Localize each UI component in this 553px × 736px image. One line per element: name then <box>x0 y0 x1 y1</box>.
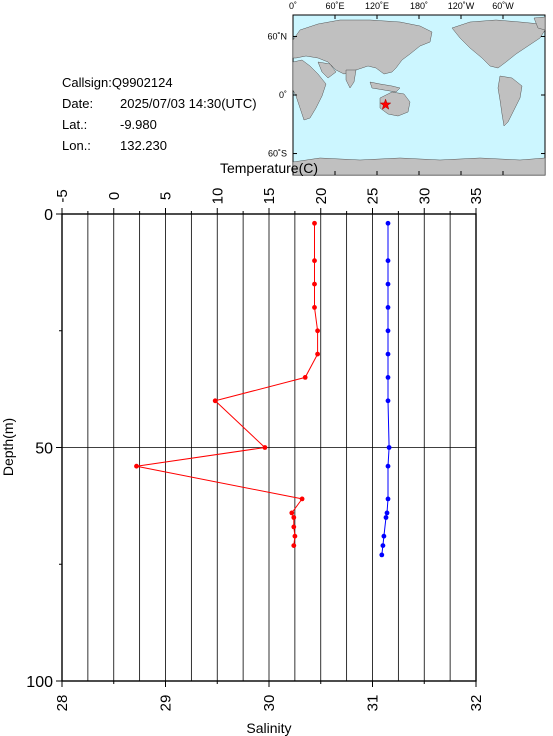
lon-label: Lon.: <box>62 138 91 153</box>
temperature-tick-label: 25 <box>365 188 382 205</box>
land-eurasia <box>292 19 433 75</box>
depth-tick-label: 50 <box>35 441 53 458</box>
land-india <box>345 69 357 89</box>
map-lat-label: 60˚N <box>267 31 287 41</box>
temperature-axis-label: Temperature(C) <box>220 160 318 176</box>
temperature-point <box>299 496 305 502</box>
temperature-point <box>312 305 317 310</box>
depth-tick-label: 0 <box>44 207 53 224</box>
lon-row: Lon.: 132.230 <box>62 135 257 156</box>
date-label: Date: <box>62 96 94 111</box>
temperature-point <box>289 510 295 516</box>
salinity-point <box>385 463 391 469</box>
land-north-america <box>451 19 546 69</box>
map-lon-label: 60˚E <box>325 1 344 11</box>
map-longitude-labels: 0˚ 60˚E 120˚E 180˚ 120˚W 60˚W <box>289 1 514 11</box>
salinity-point <box>385 351 391 357</box>
salinity-tick-label: 28 <box>54 695 71 712</box>
date-value: 2025/07/03 14:30(UTC) <box>120 96 257 111</box>
temperature-tick-label: -5 <box>54 189 71 202</box>
temperature-tick-label: 5 <box>158 192 175 200</box>
salinity-line <box>381 223 390 555</box>
depth-tick-label: 100 <box>26 674 53 691</box>
map-land <box>292 16 546 176</box>
land-indonesia <box>369 81 401 93</box>
temperature-point <box>312 258 317 264</box>
salinity-point <box>385 258 391 264</box>
salinity-point <box>385 398 391 404</box>
land-africa <box>292 59 327 121</box>
temperature-point <box>212 398 218 404</box>
star-marker-icon <box>379 98 392 110</box>
temperature-tick-label: 35 <box>468 188 485 205</box>
land-australia <box>379 91 411 117</box>
salinity-point <box>381 533 387 539</box>
temperature-point <box>134 463 139 469</box>
map-lon-label: 120˚E <box>365 1 389 11</box>
lon-value: 132.230 <box>120 138 167 153</box>
map-frame-ticks <box>292 15 545 175</box>
depth-axis: 0 50 100 <box>26 207 62 691</box>
lat-value: -9.980 <box>120 117 157 132</box>
temperature-tick-label: 20 <box>313 188 330 205</box>
salinity-tick-label: 31 <box>365 695 382 712</box>
salinity-tick-label: 29 <box>158 695 175 712</box>
data-series <box>134 220 392 558</box>
salinity-point <box>386 445 392 450</box>
map-latitude-labels: 60˚N 0˚ 60˚S <box>267 31 287 158</box>
salinity-point <box>385 220 391 226</box>
temperature-point <box>315 328 320 334</box>
temperature-tick-label: 10 <box>209 188 226 205</box>
salinity-point <box>385 305 391 310</box>
temperature-point <box>291 515 297 520</box>
land-greenland <box>533 16 546 31</box>
world-map: 0˚ 60˚E 120˚E 180˚ 120˚W 60˚W 60˚N 0˚ 60˚S <box>267 1 546 176</box>
depth-axis-label: Depth(m) <box>0 418 16 476</box>
salinity-point <box>383 515 389 520</box>
temperature-point <box>315 351 320 357</box>
salinity-tick-label: 30 <box>261 695 278 712</box>
temperature-point <box>302 375 308 380</box>
callsign-text: Callsign:Q9902124 <box>62 75 173 90</box>
salinity-series <box>379 220 392 558</box>
station-info: Callsign:Q9902124 Date: 2025/07/03 14:30(… <box>62 72 257 156</box>
temperature-point <box>291 524 297 530</box>
land-arabia <box>317 61 337 79</box>
temperature-tick-label: 30 <box>416 188 433 205</box>
land-south-america <box>497 75 523 127</box>
temperature-point <box>292 533 298 539</box>
salinity-axis-label: Salinity <box>246 720 291 736</box>
temperature-point <box>262 445 268 450</box>
salinity-point <box>385 375 391 380</box>
map-lon-label: 180˚ <box>410 1 428 11</box>
temperature-line <box>136 223 319 546</box>
map-lat-label: 0˚ <box>279 90 287 100</box>
temperature-point <box>312 281 317 287</box>
map-lon-label: 60˚W <box>492 1 514 11</box>
map-lon-label: 0˚ <box>289 1 297 11</box>
temperature-tick-label: 0 <box>106 192 123 200</box>
salinity-point <box>384 510 390 516</box>
map-lon-label: 120˚W <box>448 1 475 11</box>
salinity-tick-label: 32 <box>468 695 485 712</box>
salinity-point <box>385 281 391 287</box>
temperature-point <box>291 543 297 548</box>
salinity-point <box>385 496 391 502</box>
map-lat-label: 60˚S <box>268 149 287 159</box>
salinity-point <box>379 552 385 558</box>
temperature-tick-label: 15 <box>261 188 278 205</box>
temperature-axis: -5 0 5 10 15 20 25 30 35 <box>54 188 485 214</box>
salinity-axis: 28 29 30 31 32 <box>54 681 485 711</box>
lat-label: Lat.: <box>62 117 88 132</box>
chart-grid <box>62 214 476 681</box>
temperature-point <box>312 220 317 226</box>
lat-row: Lat.: -9.980 <box>62 114 257 135</box>
date-row: Date: 2025/07/03 14:30(UTC) <box>62 93 257 114</box>
salinity-point <box>385 328 391 334</box>
salinity-point <box>380 543 386 548</box>
temperature-series <box>134 220 320 548</box>
